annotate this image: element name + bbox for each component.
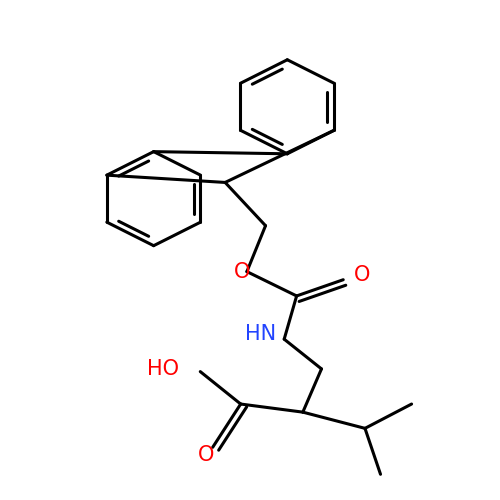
Text: O: O [354,266,370,285]
Text: HO: HO [146,359,178,379]
Text: O: O [198,446,214,466]
Text: O: O [234,262,250,281]
Text: HN: HN [245,324,276,344]
